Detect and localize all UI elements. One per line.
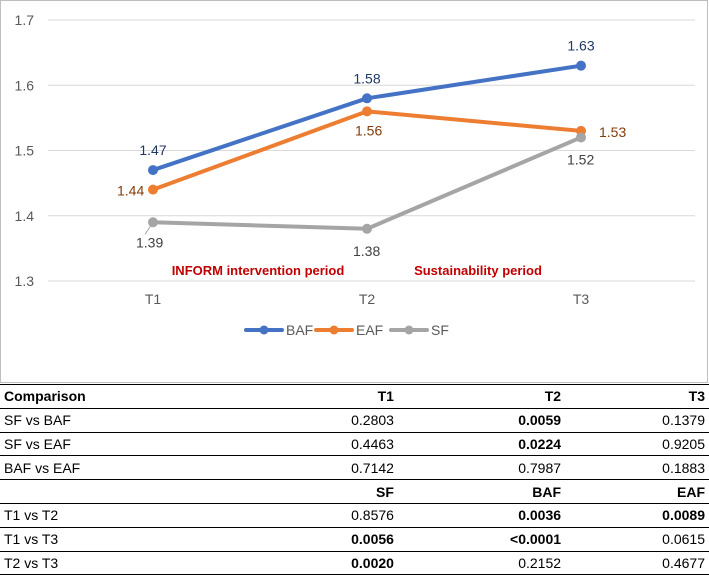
leader-line — [144, 224, 152, 235]
header-cell-sf: SF — [254, 479, 398, 504]
table-cell: 0.7987 — [397, 455, 566, 481]
legend-label-eaf: EAF — [356, 322, 383, 338]
table-cell: 0.4677 — [565, 551, 709, 575]
legend-marker-sf — [404, 325, 414, 335]
chart-panel — [0, 0, 708, 383]
data-point-baf — [362, 93, 372, 104]
table-cell: 0.4463 — [254, 432, 398, 457]
data-point-baf — [576, 60, 586, 71]
y-tick-label: 1.6 — [15, 77, 35, 93]
data-point-baf — [148, 165, 158, 176]
table-cell: 0.0036 — [397, 503, 566, 528]
header-cell-comparison: Comparison — [0, 384, 254, 409]
table-row: SF vs EAF 0.4463 0.0224 0.9205 — [0, 432, 709, 457]
header-cell-baf: BAF — [397, 479, 566, 504]
y-tick-label: 1.4 — [15, 208, 35, 224]
header-cell-t3: T3 — [565, 384, 709, 409]
table-cell: 0.1883 — [565, 455, 709, 481]
table-cell: <0.0001 — [397, 527, 566, 552]
data-label-baf: 1.63 — [567, 38, 594, 54]
table-cell: 0.0059 — [397, 408, 566, 433]
data-point-eaf — [148, 184, 158, 195]
data-label-baf: 1.58 — [353, 70, 380, 86]
data-label-eaf: 1.53 — [599, 124, 626, 140]
x-tick-label: T1 — [145, 291, 162, 307]
y-tick-label: 1.3 — [15, 273, 35, 289]
table-cell: 0.0089 — [565, 503, 709, 528]
data-point-sf — [576, 132, 586, 143]
header-cell-eaf: EAF — [565, 479, 709, 504]
p-value-table: Comparison T1 T2 T3 SF vs BAF 0.2803 0.0… — [0, 384, 709, 575]
row-label: SF vs EAF — [0, 432, 254, 457]
data-label-baf: 1.47 — [139, 142, 166, 158]
row-label: T1 vs T3 — [0, 527, 254, 552]
y-tick-label: 1.7 — [15, 12, 35, 28]
table-cell: 0.1379 — [565, 408, 709, 433]
table-cell: 0.0224 — [397, 432, 566, 457]
y-tick-label: 1.5 — [15, 143, 35, 159]
table-row: T1 vs T2 0.8576 0.0036 0.0089 — [0, 503, 709, 528]
table-cell: 0.0056 — [254, 527, 398, 552]
table-cell: 0.9205 — [565, 432, 709, 457]
data-label-eaf: 1.56 — [355, 122, 382, 138]
x-tick-label: T3 — [573, 291, 590, 307]
table-cell: 0.8576 — [254, 503, 398, 528]
table-cell: 0.0020 — [254, 551, 398, 575]
table-cell: 0.2803 — [254, 408, 398, 433]
table-header-row: SF BAF EAF — [0, 479, 709, 504]
data-label-sf: 1.39 — [136, 234, 163, 250]
period-annotation: INFORM intervention period — [172, 263, 345, 278]
table-row: SF vs BAF 0.2803 0.0059 0.1379 — [0, 408, 709, 433]
table-row: T1 vs T3 0.0056 <0.0001 0.0615 — [0, 527, 709, 552]
table-header-row: Comparison T1 T2 T3 — [0, 384, 709, 409]
row-label: BAF vs EAF — [0, 455, 254, 481]
legend-marker-baf — [259, 325, 269, 335]
row-label: T1 vs T2 — [0, 503, 254, 528]
table-cell: 0.7142 — [254, 455, 398, 481]
table-row: T2 vs T3 0.0020 0.2152 0.4677 — [0, 551, 709, 575]
header-cell-blank — [0, 479, 254, 504]
data-label-sf: 1.52 — [567, 151, 594, 167]
data-point-eaf — [362, 106, 372, 117]
row-label: T2 vs T3 — [0, 551, 254, 575]
data-label-eaf: 1.44 — [117, 183, 144, 199]
period-annotation: Sustainability period — [414, 263, 542, 278]
header-cell-t1: T1 — [254, 384, 398, 409]
header-cell-t2: T2 — [397, 384, 566, 409]
data-point-sf — [148, 217, 158, 228]
data-point-sf — [362, 223, 372, 234]
legend-marker-eaf — [329, 325, 339, 335]
data-label-sf: 1.38 — [353, 243, 380, 259]
table-cell: 0.2152 — [397, 551, 566, 575]
legend-label-baf: BAF — [286, 322, 313, 338]
table-cell: 0.0615 — [565, 527, 709, 552]
x-tick-label: T2 — [359, 291, 376, 307]
legend-label-sf: SF — [431, 322, 449, 338]
series-line-sf — [151, 135, 583, 231]
line-chart: 1.3 1.4 1.5 1.6 1.7 T1 T2 T3 1.47 1.58 1.63 1.44 1.5… — [15, 12, 695, 338]
row-label: SF vs BAF — [0, 408, 254, 433]
table-row: BAF vs EAF 0.7142 0.7987 0.1883 — [0, 455, 709, 481]
